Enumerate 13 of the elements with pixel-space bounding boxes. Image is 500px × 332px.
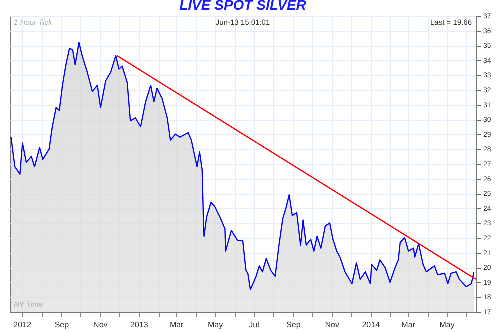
x-tick-label: May xyxy=(208,320,224,330)
x-tick-label: 2014 xyxy=(362,320,381,330)
x-tick-label: May xyxy=(440,320,455,330)
x-tick-label: Mar xyxy=(170,320,184,330)
x-tick-label: Sep xyxy=(54,320,70,330)
x-tick-label: 2012 xyxy=(14,320,32,330)
x-tick-label: Mar xyxy=(402,320,416,330)
x-tick-label: Jul xyxy=(249,320,260,330)
x-tick-label: 2013 xyxy=(130,320,149,330)
chart-title: LIVE SPOT SILVER xyxy=(180,0,308,13)
x-tick-label: Nov xyxy=(325,320,340,330)
x-tick-label: Nov xyxy=(94,320,108,330)
x-tick-label: Sep xyxy=(286,320,302,330)
